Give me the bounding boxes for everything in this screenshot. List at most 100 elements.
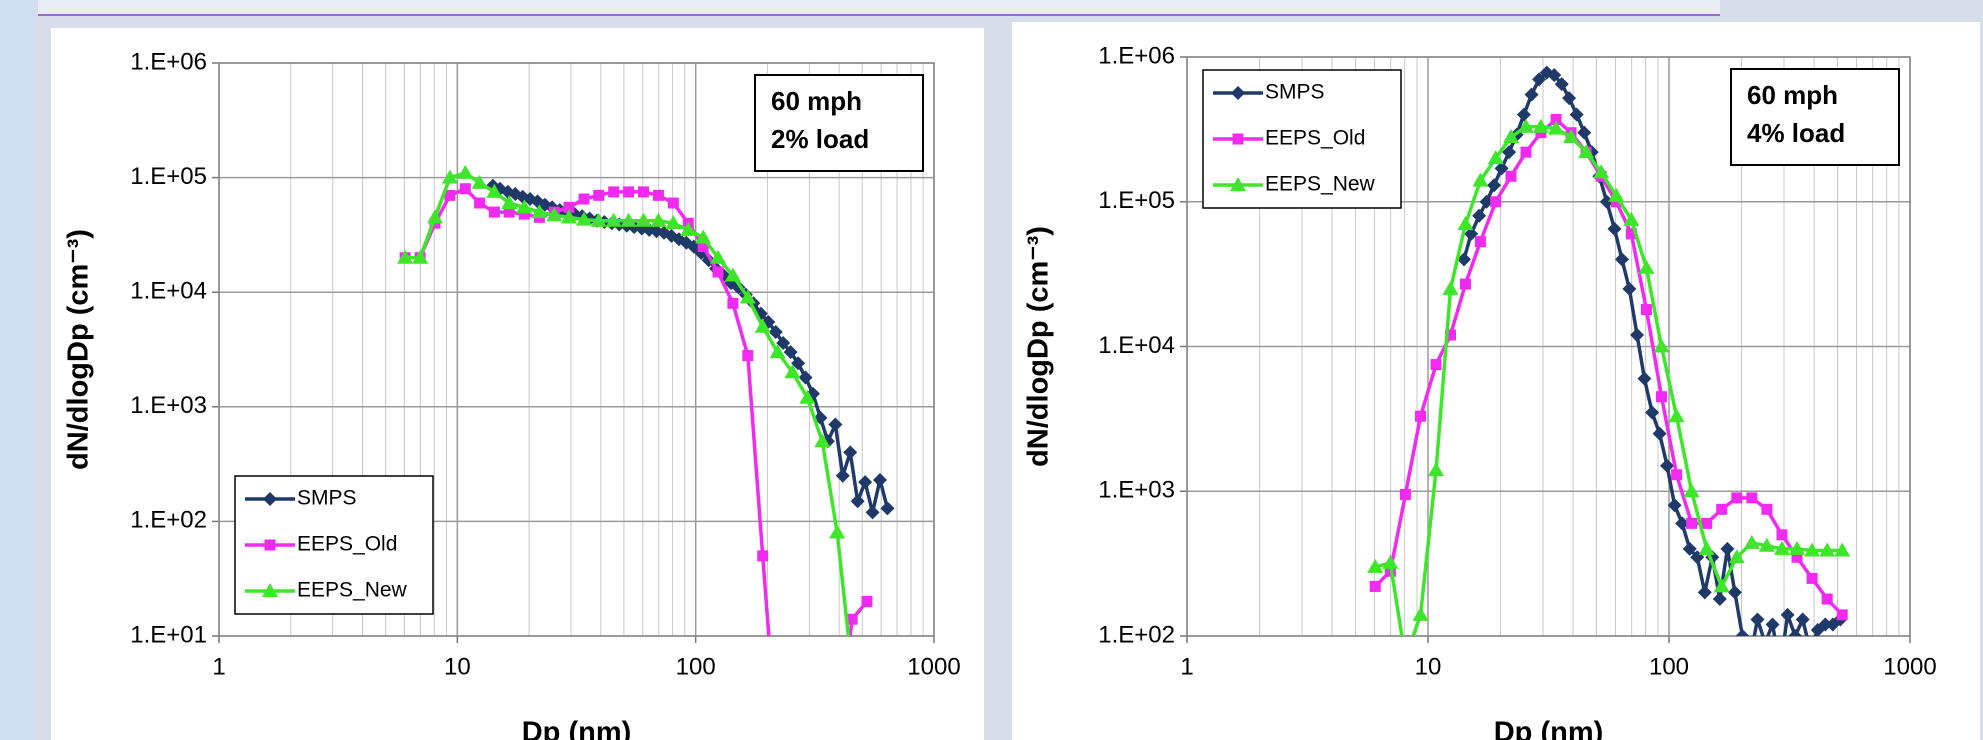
marker-diamond [1524,87,1539,102]
marker-triangle [1653,338,1670,353]
marker-diamond [1547,68,1562,83]
marker-diamond [828,417,843,432]
marker-triangle [1834,542,1851,557]
marker-triangle [1713,578,1730,593]
marker-square [563,201,575,213]
marker-triangle [754,318,771,333]
marker-triangle [1382,554,1399,569]
marker-triangle [501,195,518,210]
marker-triangle [1428,462,1445,477]
top-strip [38,0,1720,14]
plot-frame [218,62,935,637]
marker-diamond [1810,623,1825,636]
marker-square [1806,572,1818,584]
marker-triangle [486,183,503,198]
marker-triangle [1819,542,1836,557]
marker-diamond [843,445,858,460]
marker-triangle [1230,177,1246,191]
marker-triangle [1608,187,1625,202]
marker-diamond [1472,208,1487,223]
marker-diamond [1637,371,1652,386]
marker-square [623,186,635,198]
chart: 1.E+02 1.E+03 1.E+04 1.E+05 1.E+06 1 10 100 1000… [1012,22,1980,740]
marker-triangle [1472,172,1489,187]
marker-diamond [1487,178,1502,193]
marker-square [1474,236,1486,248]
marker-square [1369,580,1381,592]
marker-triangle [680,221,697,236]
marker-diamond [1614,252,1629,267]
marker-triangle [531,204,548,219]
marker-diamond [1764,635,1766,636]
y-tick-label: 1.E+05 [130,163,207,190]
marker-diamond [1622,281,1637,296]
plot-area [397,164,895,636]
marker-triangle [784,364,801,379]
marker-square [757,550,769,562]
marker-triangle [829,524,846,539]
marker-square [1520,146,1532,158]
marker-square [1490,196,1502,208]
marker-triangle [1367,558,1384,573]
marker-triangle [1638,259,1655,274]
marker-triangle [1623,211,1640,226]
marker-triangle [516,199,533,214]
marker-diamond [1502,145,1517,160]
marker-triangle [546,207,563,222]
marker-triangle [441,169,458,184]
marker-square [861,596,873,608]
marker-triangle [397,249,414,264]
marker-triangle [1773,540,1790,555]
marker-square [1776,529,1788,541]
marker-diamond [1645,405,1660,420]
marker-triangle [471,174,488,189]
marker-square [727,297,739,309]
x-axis-title: Dp (nm) [522,717,632,740]
legend-label: EEPS_New [1265,173,1376,196]
marker-triangle [1804,542,1821,557]
marker-square [1746,492,1758,504]
marker-triangle [1457,216,1474,231]
annotation-box [754,74,924,172]
marker-triangle [1683,483,1700,498]
marker-triangle [695,229,712,244]
marker-square [742,350,754,362]
marker-square [1640,304,1652,316]
marker-square [474,197,486,209]
marker-diamond [1569,107,1584,122]
marker-square [578,193,590,205]
marker-diamond [1720,541,1735,556]
marker-triangle [1728,549,1745,564]
y-tick-label: 1.E+06 [1098,42,1175,69]
marker-triangle [665,215,682,230]
marker-square [488,206,500,218]
marker-triangle [799,389,816,404]
marker-square [1505,170,1517,182]
y-tick-label: 1.E+04 [1098,332,1175,359]
marker-square [1550,114,1562,126]
marker-diamond [1697,585,1712,600]
marker-square [608,186,620,198]
x-tick-label: 100 [1649,653,1689,680]
marker-square [1656,391,1668,403]
marker-square [1836,609,1848,621]
marker-triangle [457,164,474,179]
marker-triangle [590,212,607,227]
marker-diamond [1682,541,1697,556]
marker-diamond [1818,617,1833,632]
annotation-text: 2% load [771,124,869,154]
marker-diamond [880,501,895,516]
marker-triangle [1593,164,1610,179]
marker-square [697,241,709,253]
y-axis-title: dN/dlogDp (cm⁻³) [63,229,95,470]
marker-diamond [768,324,783,339]
marker-triangle [1412,606,1429,621]
marker-diamond [1494,161,1509,176]
y-axis-title: dN/dlogDp (cm⁻³) [1023,226,1055,467]
marker-triangle [814,433,831,448]
x-tick-label: 1 [212,653,225,680]
marker-diamond [1765,617,1780,632]
marker-square [1459,278,1471,290]
